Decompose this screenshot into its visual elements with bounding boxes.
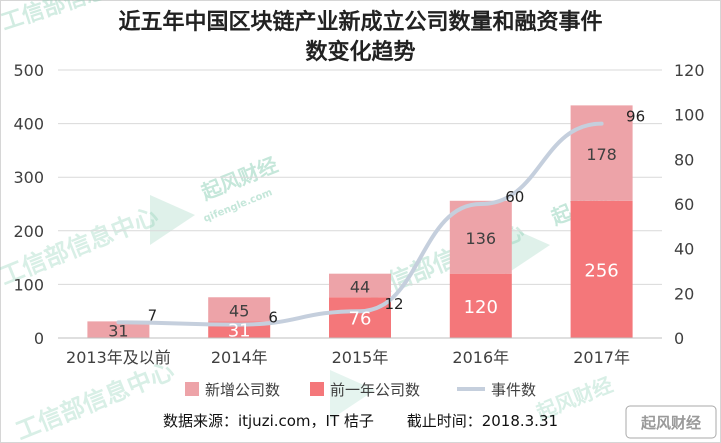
watermark-logo-icon	[505, 225, 550, 275]
y-right-tick-label: 0	[674, 329, 684, 348]
data-label-previous-year: 31	[228, 321, 251, 342]
y-right-tick-label: 120	[674, 61, 705, 80]
x-tick-label: 2014年	[211, 348, 268, 367]
bar-new-companies	[570, 105, 633, 201]
line-series	[116, 121, 604, 327]
corner-logo: 起风财经	[625, 405, 717, 439]
y-right-tick-label: 100	[674, 106, 705, 125]
data-label-previous-year: 256	[584, 260, 618, 281]
x-tick-label: 2016年	[452, 348, 509, 367]
legend-label: 新增公司数	[205, 381, 280, 399]
data-label-events: 12	[384, 295, 403, 313]
y-left-tick-label: 300	[13, 168, 44, 187]
bar-series	[87, 105, 633, 338]
legend-swatch	[185, 382, 199, 396]
axes: 0 100 200 300 400 500 0 20 40 60 80 100 120 2013年及以前 2…	[13, 61, 704, 367]
data-label-new-companies: 44	[350, 277, 370, 296]
x-tick-label: 2017年	[573, 348, 630, 367]
events-line	[116, 121, 604, 327]
legend-item: 新增公司数	[185, 381, 280, 399]
data-label-events: 6	[268, 309, 278, 327]
y-left-tick-label: 0	[34, 329, 44, 348]
bar-new-companies	[329, 273, 391, 298]
x-tick-label: 2015年	[332, 348, 389, 367]
corner-logo-text: 起风财经	[640, 414, 701, 432]
bar-previous-year-companies	[570, 200, 633, 338]
legend-item: 前一年公司数	[310, 381, 420, 399]
bar-new-companies	[87, 321, 150, 338]
data-label-new-companies: 31	[108, 322, 128, 341]
bar-new-companies	[208, 297, 271, 322]
y-left-tick-label: 400	[13, 115, 44, 134]
cutoff-date-note: 截止时间：2018.3.31	[406, 412, 559, 430]
y-right-tick-label: 80	[674, 150, 694, 169]
chart-title-line-1: 近五年中国区块链产业新成立公司数量和融资事件	[118, 10, 603, 35]
data-label-events: 60	[505, 188, 524, 206]
watermark-logo-icon	[330, 370, 375, 420]
watermark-logo-icon	[150, 195, 195, 245]
y-right-tick-label: 40	[674, 240, 694, 259]
corner-logo-box	[625, 405, 717, 439]
data-label-previous-year: 120	[464, 297, 498, 318]
data-label-new-companies: 45	[229, 301, 249, 320]
source-note: 数据来源：itjuzi.com，IT 桔子	[162, 412, 374, 430]
y-right-tick-label: 60	[674, 195, 694, 214]
data-label-events: 96	[626, 108, 645, 126]
data-label-new-companies: 136	[466, 229, 497, 248]
legend-label: 事件数	[491, 381, 536, 399]
legend-swatch	[310, 382, 324, 396]
bar-previous-year-companies	[449, 273, 512, 338]
data-label-new-companies: 178	[586, 145, 617, 164]
chart-title-line-2: 数变化趋势	[305, 40, 416, 65]
legend-item: 事件数	[457, 381, 536, 399]
x-tick-label: 2013年及以前	[66, 348, 171, 367]
legend: 新增公司数 前一年公司数 事件数	[185, 381, 536, 399]
legend-label: 前一年公司数	[330, 381, 420, 399]
y-left-tick-label: 100	[13, 275, 44, 294]
data-label-previous-year: 76	[349, 309, 372, 330]
data-label-events: 7	[148, 306, 158, 324]
chart-title: 近五年中国区块链产业新成立公司数量和融资事件 数变化趋势	[0, 8, 721, 68]
y-left-tick-label: 500	[13, 61, 44, 80]
chart-footer: 数据来源：itjuzi.com，IT 桔子 截止时间：2018.3.31	[0, 410, 721, 431]
y-right-tick-label: 20	[674, 284, 694, 303]
y-left-tick-label: 200	[13, 222, 44, 241]
bar-new-companies	[449, 200, 512, 274]
